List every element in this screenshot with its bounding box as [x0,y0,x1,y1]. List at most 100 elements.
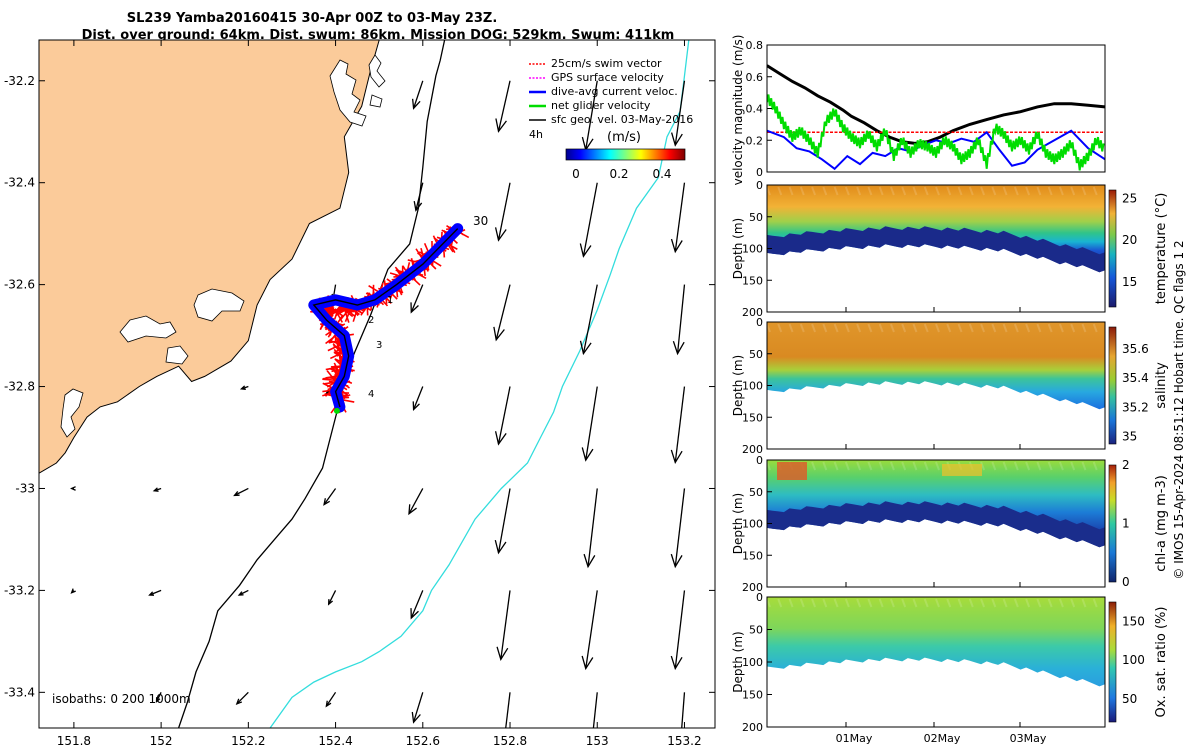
isobath-1000m [269,40,690,728]
velocity-arrow [411,692,424,724]
velocity-arrow [681,692,686,728]
velocity-arrow [323,488,337,506]
velocity-arrow [411,80,424,110]
colorbar-tick-label: 100 [1122,653,1145,667]
section-ytick-label: 50 [749,486,763,499]
legend-label-dive-avg: dive-avg current veloc. [551,85,678,98]
velocity-arrow [670,80,686,147]
map-xtick-label: 153 [586,734,609,748]
section-ytick-label: 0 [756,591,763,604]
section-ytick-label: 150 [742,411,763,424]
track-label-1: 1 [387,295,393,306]
track-end-marker [333,407,340,414]
section-ylabel: Depth (m) [731,218,745,279]
track-label-30: 30 [473,214,488,228]
colorbar-tick-label: 20 [1122,233,1137,247]
velocity-arrow [70,486,76,491]
section-ytick-label: 50 [749,211,763,224]
colorbar-tick-label: 35.2 [1122,400,1149,414]
section-ytick-label: 50 [749,624,763,637]
velocity-arrow [496,590,511,661]
map-ytick-label: -32.6 [4,278,35,292]
map-xtick-label: 151.8 [57,734,91,748]
colorbar-tick-label: 35.4 [1122,371,1149,385]
map-xtick-label: 153.2 [667,734,701,748]
velocity-arrow [579,182,598,258]
section-ytick-label: 200 [742,443,763,456]
map-xtick-label: 152.8 [493,734,527,748]
legend-entry-net: net glider velocity [529,99,651,112]
velocity-arrow [494,386,511,446]
section-colorbar [1108,189,1117,308]
velocity-arrow [583,488,598,569]
section-ytick-label: 0 [756,454,763,467]
legend-label-sfc-geo: sfc geo. vel. 03-May-2016 [551,113,693,126]
velocity-arrow [413,182,424,212]
velocity-arrow [70,588,76,594]
section-ylabel: Depth (m) [731,631,745,692]
velocity-arrow [581,386,598,462]
velocity-ytick-label: 0.2 [746,134,764,147]
velocity-series-dive-avg-current-veloc- [767,129,1105,171]
map-panel: 151.8 152 152.2 152.4 152.6 152.8 153 153.2 -32.… [4,39,716,748]
map-ytick-label: -32.2 [4,74,35,88]
colorbar-tick-1: 0.2 [609,167,628,181]
colorbar-tick-label: 1 [1122,517,1130,531]
velocity-ytick-label: 0.4 [746,103,764,116]
colorbar-tick-label: 35 [1122,430,1137,444]
velocity-magnitude-panel: 0 0.2 0.4 0.6 0.8 velocity magnitude (m/s) [731,35,1106,185]
velocity-arrow [495,80,511,133]
section-ytick-label: 0 [756,316,763,329]
velocity-arrow [155,692,162,703]
velocity-arrow [233,487,249,497]
section-ytick-label: 200 [742,306,763,319]
section-xtick-label: 03May [1010,732,1047,745]
colorbar-tick-2: 0.4 [652,167,671,181]
legend-label-gps: GPS surface velocity [551,71,664,84]
swim-vector [333,362,341,374]
map-ytick-label: -33.4 [4,685,35,699]
map-xtick-label: 152 [150,734,173,748]
section-ytick-label: 150 [742,549,763,562]
chl-surface-patch [777,462,807,480]
section-ytick-label: 200 [742,581,763,594]
speed-colorbar [565,148,686,161]
velocity-arrow [579,284,598,356]
colorbar-tick-0: 0 [572,167,580,181]
legend-entry-sfc-geo: sfc geo. vel. 03-May-2016 [529,113,693,126]
section-ytick-label: 100 [742,243,763,256]
section-ylabel: Depth (m) [731,355,745,416]
isobath-200m [177,40,446,728]
colorbar-tick-label: 50 [1122,692,1137,706]
section-xtick-label: 02May [924,732,961,745]
velocity-arrow [148,589,162,596]
map-xtick-label: 152.2 [231,734,265,748]
map-ytick-label: -32.8 [4,380,35,394]
colorbar-tick-label: 0 [1122,575,1130,589]
legend-entry-dive-avg: dive-avg current veloc. [529,85,678,98]
legend-tag-4h: 4h [529,128,543,141]
section-deep-layer [767,501,1105,548]
map-legend: 25cm/s swim vector GPS surface velocity … [529,57,693,181]
section-ytick-label: 150 [742,274,763,287]
map-ytick-label: -33 [15,481,35,495]
velocity-arrow [410,284,424,314]
velocity-ytick-label: 0 [756,166,763,179]
copyright-note: © IMOS 15-Apr-2024 08:51:12 Hobart time.… [1172,240,1186,579]
section-colorbar [1108,601,1117,723]
section-ytick-label: 100 [742,518,763,531]
legend-entry-gps: GPS surface velocity [529,71,664,84]
velocity-arrow [670,590,686,671]
section-xtick-label: 01May [836,732,873,745]
section-colorbar-label: salinity [1154,362,1169,409]
velocity-arrow [493,284,511,342]
section-ytick-label: 50 [749,348,763,361]
map-ytick-label: -32.4 [4,176,35,190]
velocity-series-net-glider-velocity [767,94,1105,171]
figure-title-line1: SL239 Yamba20160415 30-Apr 00Z to 03-May… [127,11,498,26]
colorbar-tick-label: 2 [1122,458,1130,472]
legend-entry-swim-vector: 25cm/s swim vector [529,57,662,70]
swim-vector [344,309,350,323]
velocity-arrow [410,590,424,620]
